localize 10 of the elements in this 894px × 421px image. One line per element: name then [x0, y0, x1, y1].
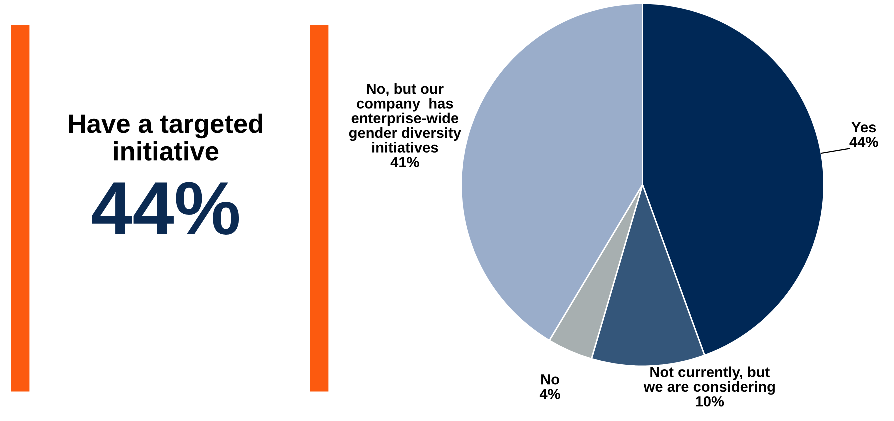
text: 44%: [92, 182, 240, 235]
data-label: 4%: [540, 389, 560, 400]
text: Have a targeted initiative: [69, 114, 263, 161]
slice-label: Not currently, but we are considering: [644, 366, 775, 396]
data-label: 10%: [696, 396, 724, 407]
slice-label: No, but our company has enterprise-wide gender diversity initiatives: [349, 84, 462, 153]
data-label: 41%: [390, 157, 420, 168]
slice-label: No: [542, 374, 560, 385]
slice-label: Yes: [852, 122, 876, 133]
data-label: 44%: [850, 137, 878, 148]
